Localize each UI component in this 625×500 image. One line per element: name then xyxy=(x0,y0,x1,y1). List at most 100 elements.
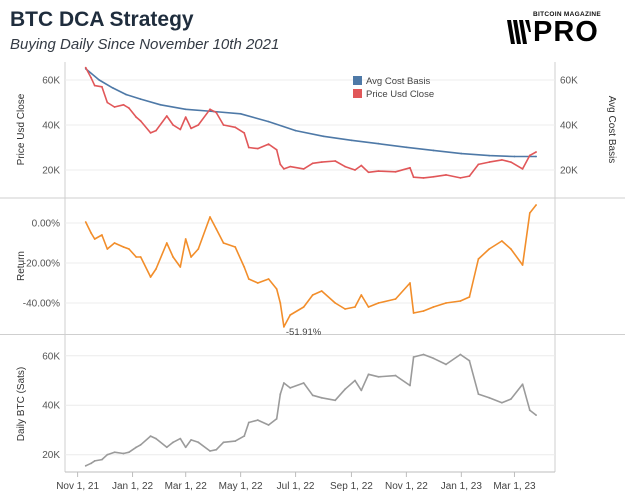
y-axis-title-right: Avg Cost Basis xyxy=(606,96,617,164)
bitcoin-magazine-bars-icon xyxy=(507,20,531,44)
data-point xyxy=(528,154,531,157)
data-point xyxy=(477,393,480,396)
data-point xyxy=(509,398,512,400)
data-point xyxy=(184,446,187,449)
data-point xyxy=(528,212,531,214)
data-point xyxy=(234,126,237,129)
data-point xyxy=(360,389,363,392)
data-point xyxy=(412,356,415,358)
data-point xyxy=(394,374,397,377)
y-tick-label: 20K xyxy=(42,450,60,461)
data-point xyxy=(459,176,462,179)
data-point xyxy=(500,158,503,161)
data-point xyxy=(139,256,142,258)
data-point xyxy=(209,216,211,218)
data-point xyxy=(84,221,87,223)
data-point xyxy=(432,306,435,308)
data-point xyxy=(377,142,380,145)
data-point xyxy=(113,106,116,108)
data-point xyxy=(256,147,259,150)
data-point xyxy=(179,266,182,268)
data-point xyxy=(165,242,168,244)
data-point xyxy=(267,278,270,280)
data-point xyxy=(282,325,285,328)
data-point xyxy=(90,76,93,79)
data-point xyxy=(135,116,138,119)
data-point xyxy=(535,155,537,158)
chart-subtitle: Buying Daily Since November 10th 2021 xyxy=(10,36,280,53)
x-tick-label: Nov 1, 21 xyxy=(56,481,99,492)
data-point xyxy=(197,441,200,444)
data-point xyxy=(394,298,397,300)
data-point xyxy=(243,435,246,438)
data-point xyxy=(377,375,380,378)
y-tick-label: 40K xyxy=(42,121,60,132)
data-point xyxy=(247,421,250,424)
data-point xyxy=(360,164,363,167)
data-point xyxy=(367,306,370,308)
data-point xyxy=(190,438,193,441)
data-point xyxy=(179,128,182,131)
data-point xyxy=(243,266,246,268)
y-tick-label: 60K xyxy=(42,351,60,362)
x-tick-label: May 1, 22 xyxy=(219,481,263,492)
data-point xyxy=(535,204,537,206)
data-point xyxy=(445,174,447,176)
data-point xyxy=(367,373,370,376)
data-point xyxy=(139,120,142,122)
data-point xyxy=(289,387,292,389)
data-point xyxy=(367,171,370,174)
data-point xyxy=(247,278,250,280)
data-point xyxy=(197,248,200,250)
data-point xyxy=(279,302,282,304)
data-point xyxy=(256,419,259,421)
y-tick-label: 40K xyxy=(42,401,60,412)
data-point xyxy=(468,175,471,177)
data-point xyxy=(215,228,218,230)
data-point xyxy=(320,161,323,164)
data-point xyxy=(172,124,174,126)
data-point xyxy=(521,383,524,386)
y-tick-label-right: 40K xyxy=(560,121,578,132)
data-point xyxy=(149,435,152,438)
y-tick-label: 0.00% xyxy=(32,219,60,230)
data-point xyxy=(344,308,347,310)
data-point xyxy=(93,84,96,87)
data-point xyxy=(460,152,463,155)
data-point xyxy=(500,240,503,242)
data-point xyxy=(275,417,278,420)
data-point xyxy=(409,166,411,169)
data-point xyxy=(334,399,337,402)
data-point xyxy=(222,242,225,244)
legend-label: Price Usd Close xyxy=(366,89,434,100)
data-point xyxy=(320,290,323,292)
x-tick-label: Jan 1, 23 xyxy=(441,481,483,492)
data-point xyxy=(93,238,96,240)
data-point xyxy=(90,462,93,465)
data-point xyxy=(302,306,305,308)
x-tick-label: Mar 1, 23 xyxy=(493,481,536,492)
data-point xyxy=(106,248,109,250)
data-point xyxy=(165,115,168,117)
data-point xyxy=(209,108,211,111)
series-line xyxy=(85,68,537,158)
chart-title: BTC DCA Strategy xyxy=(10,8,194,31)
data-point xyxy=(412,312,415,314)
data-point xyxy=(172,256,174,258)
data-point xyxy=(135,256,138,258)
data-point xyxy=(184,108,187,111)
data-point xyxy=(445,363,447,366)
logo-main-text: PRO xyxy=(533,16,599,48)
data-point xyxy=(113,242,116,244)
data-point xyxy=(394,170,397,173)
data-point xyxy=(165,446,168,449)
data-point xyxy=(488,161,491,164)
data-point xyxy=(139,98,142,101)
data-point xyxy=(422,176,425,179)
data-point xyxy=(302,167,305,170)
data-point xyxy=(106,453,109,456)
y-tick-label: 60K xyxy=(42,76,60,87)
x-tick-label: Jan 1, 22 xyxy=(112,481,154,492)
data-point xyxy=(184,116,187,119)
y-axis-title: Daily BTC (Sats) xyxy=(16,367,27,441)
